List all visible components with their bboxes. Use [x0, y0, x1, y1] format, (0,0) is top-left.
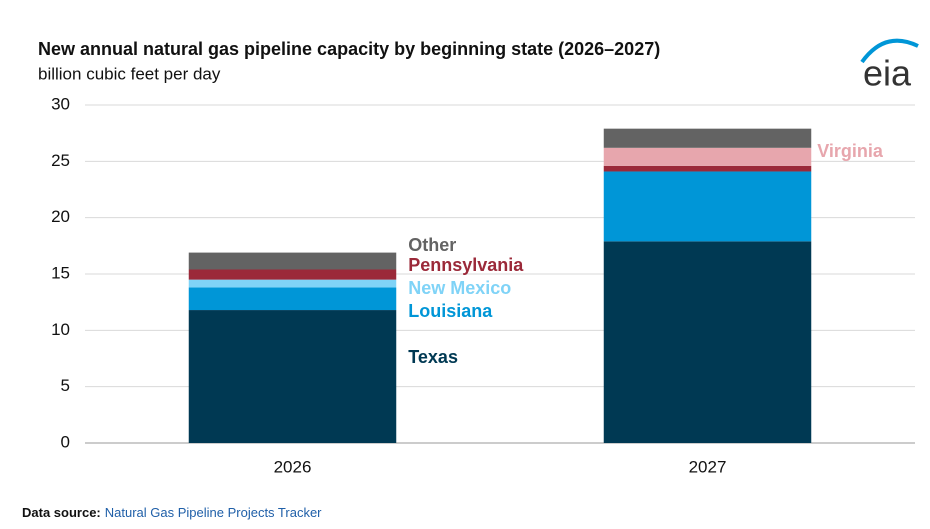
series-label: Other [408, 235, 456, 255]
logo-arc [860, 38, 919, 64]
y-tick-label: 10 [51, 320, 70, 339]
bar-segment [603, 171, 812, 242]
y-tick-label: 5 [61, 376, 70, 395]
x-tick-label: 2026 [274, 457, 312, 476]
chart-title: New annual natural gas pipeline capacity… [38, 39, 660, 59]
y-tick-label: 20 [51, 207, 70, 226]
series-label: Virginia [817, 141, 884, 161]
series-label: Louisiana [408, 301, 493, 321]
bar-segment [188, 279, 397, 288]
source: Data source: Natural Gas Pipeline Project… [22, 505, 322, 520]
y-tick-label: 15 [51, 263, 70, 282]
series-label: Pennsylvania [408, 255, 524, 275]
chart-subtitle: billion cubic feet per day [38, 64, 221, 83]
source-label: Data source: [22, 505, 101, 520]
logo: eia [863, 53, 912, 94]
bar-segment [603, 165, 812, 172]
bar-segment [603, 147, 812, 166]
x-tick-label: 2027 [689, 457, 727, 476]
bar-segment [188, 310, 397, 443]
series-label: Texas [408, 347, 458, 367]
y-tick-label: 0 [61, 432, 70, 451]
y-tick-label: 25 [51, 151, 70, 170]
bar-segment [603, 241, 812, 443]
series-label: New Mexico [408, 278, 511, 298]
y-tick-label: 30 [51, 94, 70, 113]
bar-segment [603, 128, 812, 148]
bar-segment [188, 287, 397, 311]
source-link[interactable]: Natural Gas Pipeline Projects Tracker [105, 505, 322, 520]
bar-segment [188, 252, 397, 270]
bar-segment [188, 269, 397, 280]
